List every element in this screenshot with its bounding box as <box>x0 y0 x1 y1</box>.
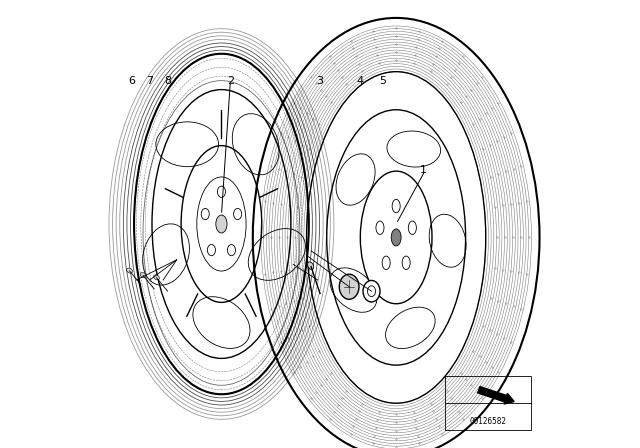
Text: 00126582: 00126582 <box>470 417 506 426</box>
Ellipse shape <box>127 268 132 273</box>
Text: 7: 7 <box>146 76 154 86</box>
Text: 2: 2 <box>227 76 234 86</box>
Text: 5: 5 <box>380 76 386 86</box>
Ellipse shape <box>339 274 359 299</box>
Text: 6: 6 <box>129 76 135 86</box>
Text: 8: 8 <box>164 76 172 86</box>
Text: 3: 3 <box>317 76 323 86</box>
Ellipse shape <box>140 272 146 278</box>
Ellipse shape <box>154 275 159 280</box>
Ellipse shape <box>216 215 227 233</box>
Text: 4: 4 <box>356 76 364 86</box>
FancyArrow shape <box>477 387 514 404</box>
Ellipse shape <box>307 262 314 269</box>
Ellipse shape <box>367 286 376 297</box>
Bar <box>445 376 531 430</box>
Text: 1: 1 <box>420 165 426 175</box>
Ellipse shape <box>391 229 401 246</box>
Ellipse shape <box>363 280 380 302</box>
